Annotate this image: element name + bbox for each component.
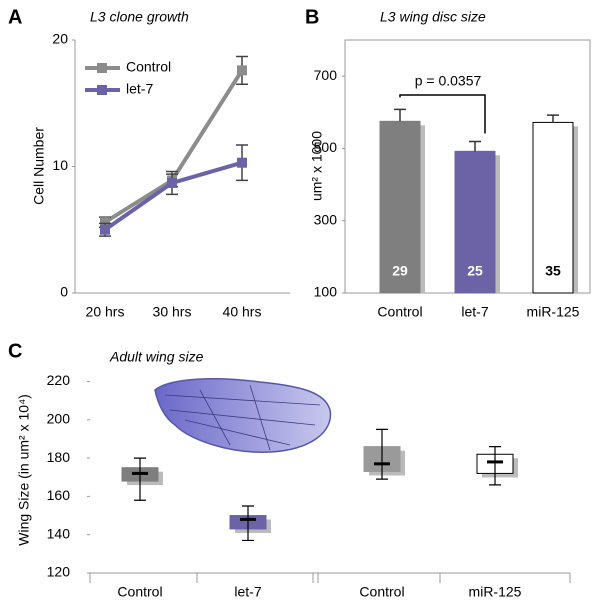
y-axis-label: um² x 1000: [309, 131, 325, 201]
wing-outline: [154, 377, 332, 453]
y-tick-label: 0: [60, 284, 68, 300]
y-axis-label: Cell Number: [31, 127, 47, 205]
bar: [454, 150, 496, 294]
x-tick-label: Control: [117, 584, 162, 600]
y-tick-label: 120: [47, 564, 71, 580]
count-label: 35: [545, 263, 561, 279]
whisker-upper: [134, 457, 146, 474]
y-tick-label: 300: [314, 211, 338, 227]
y-tick-label: 140: [47, 525, 71, 541]
whisker-lower: [134, 473, 146, 501]
y-tick-label: 500: [314, 139, 338, 155]
point: [100, 224, 110, 235]
panel-letter: C: [8, 340, 22, 362]
whisker-lower: [242, 519, 254, 542]
x-tick-label: 40 hrs: [223, 304, 262, 320]
y-tick-label: 10: [52, 157, 68, 173]
p-value: p = 0.0357: [415, 73, 482, 89]
chart-title: L3 wing disc size: [380, 9, 486, 25]
point: [237, 65, 247, 76]
x-tick-label: miR-125: [527, 304, 580, 320]
y-tick-label: 100: [314, 284, 338, 300]
x-tick-label: Control: [377, 304, 422, 320]
y-axis-label: Wing Size (in um² x 10⁴): [16, 394, 32, 546]
y-tick-label: 220: [47, 372, 71, 388]
x-tick-label: miR-125: [469, 584, 522, 600]
legend-marker: [97, 63, 107, 73]
count-label: 29: [392, 263, 408, 279]
whisker-upper: [376, 428, 388, 464]
x-tick-label: Control: [359, 584, 404, 600]
significance-bracket: [399, 94, 486, 134]
y-tick-label: 200: [47, 410, 71, 426]
bar: [379, 120, 421, 294]
count-label: 25: [467, 263, 483, 279]
wing-veins: [164, 384, 321, 451]
point: [237, 157, 247, 168]
whisker-upper: [242, 505, 254, 520]
x-tick-label: let-7: [461, 304, 488, 320]
x-tick-label: 20 hrs: [86, 304, 125, 320]
y-tick-label: 160: [47, 487, 71, 503]
wing-image: [154, 377, 332, 453]
y-tick-label: 20: [52, 31, 68, 47]
error-bar: [394, 108, 406, 122]
legend-marker: [97, 85, 107, 95]
error-bar: [469, 140, 481, 152]
y-tick-label: 700: [314, 67, 338, 83]
series-line: [103, 160, 243, 232]
chart-title: Adult wing size: [109, 349, 204, 365]
legend-label: Control: [126, 59, 171, 75]
whisker-upper: [489, 446, 501, 462]
chart-title: L3 clone growth: [90, 9, 189, 25]
point: [167, 177, 177, 188]
y-tick-label: 180: [47, 449, 71, 465]
whisker-lower: [376, 463, 388, 480]
error-bar: [547, 114, 559, 123]
point: [100, 217, 110, 228]
panel-letter: A: [8, 6, 22, 28]
x-tick-label: 30 hrs: [153, 304, 192, 320]
bar: [532, 121, 574, 294]
whisker-lower: [489, 461, 501, 486]
legend-label: let-7: [126, 81, 153, 97]
panel-letter: B: [305, 6, 319, 28]
x-tick-label: let-7: [234, 584, 261, 600]
